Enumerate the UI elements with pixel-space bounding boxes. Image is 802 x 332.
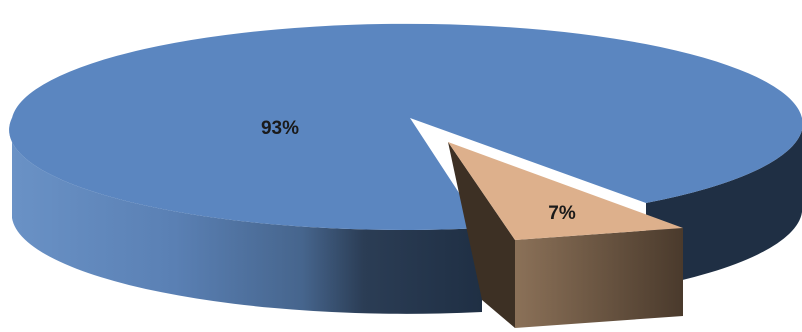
pie-slice-large-label: 93% — [261, 118, 299, 139]
pie-slice-small-label: 7% — [548, 203, 576, 224]
pie-slice-small-left-side — [448, 142, 515, 328]
pie-slice-large-inner-side — [646, 130, 802, 288]
pie-slice-large-side — [9, 118, 482, 314]
pie-slice-small-front — [515, 228, 683, 328]
pie-slice-large-top — [9, 23, 802, 230]
pie-slice-small-top — [448, 142, 683, 240]
